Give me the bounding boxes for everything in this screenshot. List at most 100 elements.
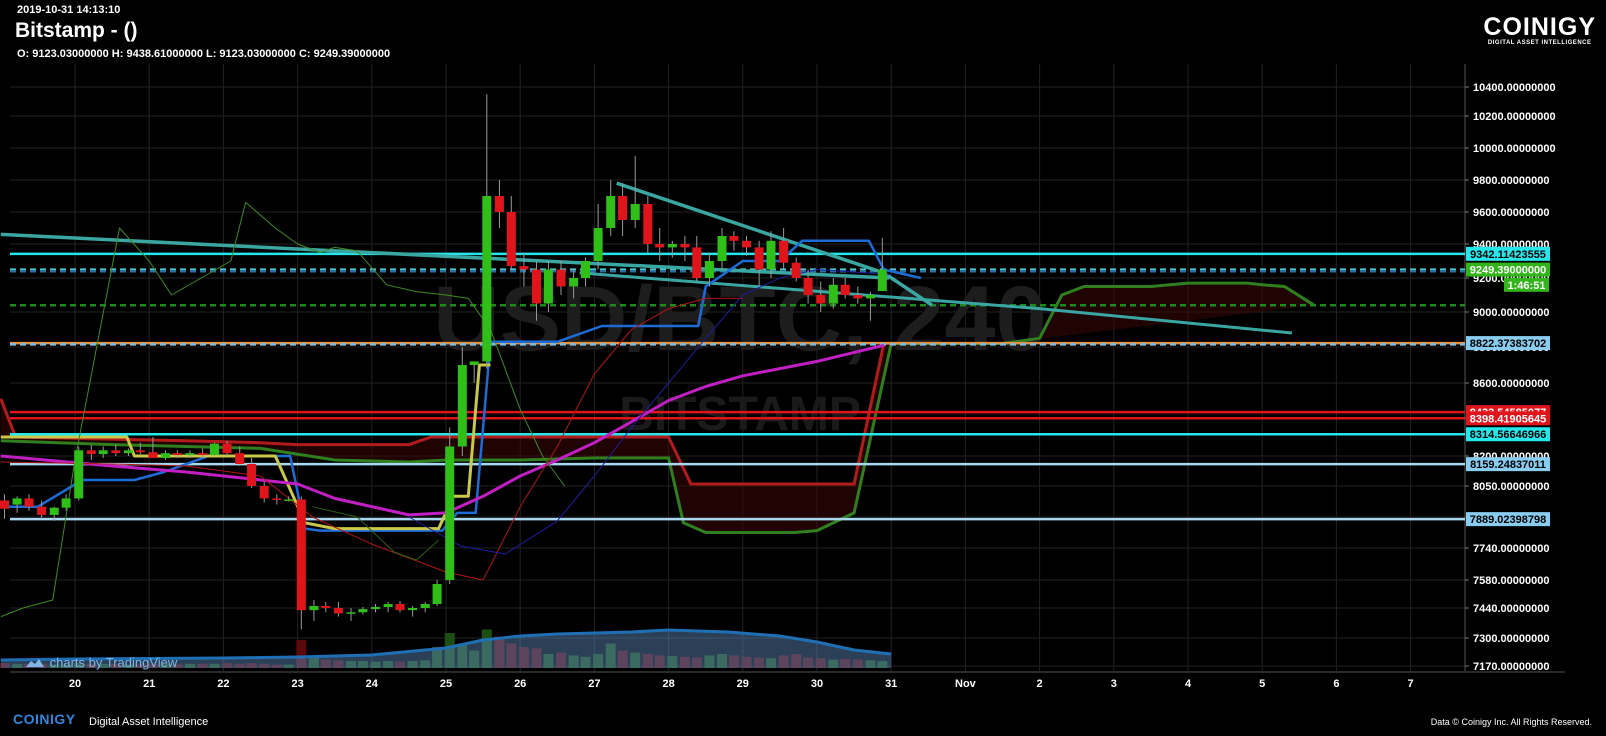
volume-bar [209, 663, 220, 668]
time-tick-label: 31 [885, 678, 897, 690]
volume-bar [320, 659, 331, 668]
candle-body [457, 365, 467, 447]
volume-bar [246, 663, 257, 668]
volume-bar [778, 655, 789, 668]
tradingview-link[interactable]: charts by TradingView [24, 655, 177, 670]
time-tick-label: 5 [1259, 678, 1265, 690]
volume-bar [531, 648, 542, 668]
volume-bar [741, 656, 752, 668]
lagging-green-2-line [312, 506, 439, 561]
volume-bar [346, 661, 357, 668]
price-tick-label: 7740.00000000 [1473, 543, 1549, 555]
candle-body [24, 498, 34, 507]
price-label-bg [1466, 336, 1550, 351]
volume-bar [704, 655, 715, 668]
volume-bar [61, 664, 72, 668]
price-axis: 10400.00000000 10200.00000000 10000.000000… [1465, 82, 1556, 673]
time-axis: 20 21 22 23 24 25 26 27 28 29 30 31 Nov 2 3 4 5 6 7 [69, 678, 1414, 690]
cloud-span-a [0, 342, 1003, 486]
volume-bar [457, 643, 468, 668]
candle-body [865, 295, 875, 299]
candle-body [272, 498, 282, 500]
candle-body [766, 240, 776, 270]
volume-bar [679, 656, 690, 668]
candle-body [828, 284, 838, 304]
volume-bar [222, 663, 233, 668]
volume-bar [407, 661, 418, 668]
chart-watermark: USD/BTC, 240 BITSTAMP [433, 268, 1047, 441]
volume-bar [49, 664, 60, 668]
volume-bar [110, 663, 121, 668]
candle-body [791, 262, 801, 278]
candle-body [321, 606, 331, 608]
volume-bar [556, 652, 567, 668]
price-tick-label: 7170.00000000 [1473, 661, 1549, 673]
candle-body [445, 446, 455, 580]
price-tick-label: 8600.00000000 [1473, 378, 1549, 390]
candle-body [630, 204, 640, 220]
volume-bar [73, 663, 84, 668]
candle-body [383, 604, 393, 607]
volume-bars [0, 628, 892, 668]
candle-body [148, 452, 158, 458]
watermark-exchange: BITSTAMP [619, 388, 861, 441]
volume-bar [296, 640, 307, 668]
price-tick-label: 8050.00000000 [1473, 481, 1549, 493]
volume-bar [877, 661, 888, 668]
price-labels: 9342.11423555 9249.39000000 1:46:51 8822.37… [1466, 246, 1550, 527]
candle-body [853, 295, 863, 299]
price-label: 1:46:51 [1508, 280, 1546, 292]
volume-bar [494, 636, 505, 668]
candle-body [432, 584, 442, 604]
candle-body [98, 450, 108, 455]
cloud-icon [26, 659, 44, 667]
trend-upper-line [0, 232, 890, 280]
volume-bar [717, 654, 728, 668]
candle-body [420, 604, 430, 608]
candle-body [840, 284, 850, 295]
volume-ma-line [0, 628, 892, 662]
price-label: 8822.37383702 [1470, 338, 1546, 350]
volume-bar [728, 655, 739, 668]
chart-title: Bitstamp - () [15, 19, 138, 42]
time-tick-label: 7 [1408, 678, 1414, 690]
candle-body [643, 204, 653, 244]
candle-body [333, 608, 343, 614]
volume-bar [543, 654, 554, 668]
candle-body [49, 507, 59, 515]
footer-logo: COINIGY [13, 711, 76, 727]
time-tick-label: 29 [737, 678, 749, 690]
cloud-span-b [0, 281, 1315, 534]
lagging-green-line [0, 201, 566, 618]
volume-bar [481, 629, 492, 668]
candle-body [185, 453, 195, 456]
volume-bar [172, 664, 183, 668]
volume-bar [123, 664, 134, 668]
horizontal-price-lines [10, 252, 1465, 521]
brand-name: COINIGY [1483, 13, 1596, 41]
time-tick-label: 21 [143, 678, 155, 690]
time-tick-label: 23 [291, 678, 303, 690]
volume-bar [12, 663, 23, 668]
time-tick-label: 30 [811, 678, 823, 690]
price-label: 8314.56646966 [1470, 429, 1546, 441]
time-tick-label: 22 [217, 678, 229, 690]
candle-body [667, 244, 677, 248]
volume-bar [605, 643, 616, 668]
candle-body [161, 453, 171, 458]
candle-body [717, 236, 727, 261]
price-label: 8398.41905645 [1470, 413, 1546, 425]
candle-body [494, 196, 504, 212]
candlesticks [0, 94, 887, 630]
volume-bar [234, 663, 245, 668]
candle-body [198, 453, 208, 456]
watermark-symbol: USD/BTC, 240 [433, 268, 1047, 370]
candle-body [408, 608, 418, 611]
candle-body [877, 269, 887, 292]
base-yellow-line [0, 363, 491, 531]
candle-body [482, 196, 492, 362]
time-tick-label: 26 [514, 678, 526, 690]
volume-bar [0, 663, 10, 668]
bb-red-line [0, 297, 743, 581]
